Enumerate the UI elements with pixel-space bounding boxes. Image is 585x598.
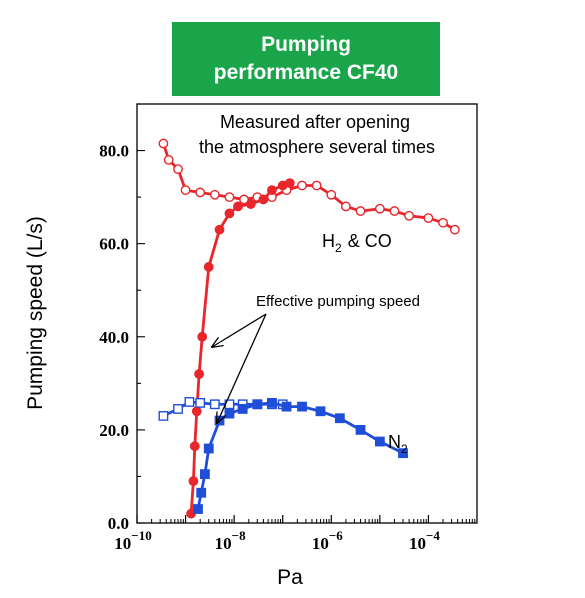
x-tick-exponent: −6 bbox=[329, 528, 343, 543]
data-point bbox=[311, 180, 322, 191]
plot-frame bbox=[136, 103, 478, 524]
title-banner: Pumping performance CF40 bbox=[172, 22, 440, 96]
x-tick-label: 10−6 bbox=[312, 528, 343, 553]
x-tick-label: 10−8 bbox=[215, 528, 246, 553]
x-tick-exponent: −10 bbox=[131, 528, 151, 543]
series-line bbox=[196, 401, 404, 510]
x-tick-exponent: −4 bbox=[426, 528, 440, 543]
n2-label-sub: 2 bbox=[401, 442, 408, 456]
data-point bbox=[252, 399, 263, 410]
data-point bbox=[224, 192, 235, 203]
data-point bbox=[196, 487, 207, 498]
data-point bbox=[199, 469, 210, 480]
data-point bbox=[297, 180, 307, 191]
data-point bbox=[334, 413, 345, 424]
h2co-label-h: H bbox=[322, 231, 335, 251]
x-tick-base: 10 bbox=[114, 534, 131, 553]
series-n2-square-filled bbox=[193, 397, 408, 514]
title-line-2: performance CF40 bbox=[213, 61, 399, 84]
y-tick-label: 60.0 bbox=[99, 235, 129, 254]
data-point bbox=[173, 164, 183, 175]
h2co-label-sub: 2 bbox=[335, 241, 342, 255]
data-point bbox=[195, 397, 206, 408]
y-tick-label: 40.0 bbox=[99, 328, 129, 347]
data-point bbox=[258, 194, 269, 205]
n2-label-n: N bbox=[388, 432, 401, 452]
x-tick-label: 10−4 bbox=[409, 528, 440, 553]
data-point bbox=[398, 448, 408, 459]
data-point bbox=[404, 210, 415, 221]
h2co-label-rest: & CO bbox=[348, 231, 392, 251]
y-axis-label: Pumping speed (L/s) bbox=[24, 216, 47, 410]
data-point bbox=[355, 206, 366, 216]
series-h2co-circle-open bbox=[158, 138, 460, 235]
data-point bbox=[374, 203, 385, 214]
data-point bbox=[184, 397, 195, 407]
data-point bbox=[355, 424, 366, 435]
y-tick-label: 20.0 bbox=[99, 421, 129, 440]
data-point bbox=[267, 185, 277, 196]
data-point bbox=[237, 404, 248, 414]
effective-speed-label: Effective pumping speed bbox=[256, 293, 420, 310]
data-point bbox=[209, 399, 220, 410]
x-tick-base: 10 bbox=[215, 534, 232, 553]
measured-note-line-1: Measured after opening bbox=[220, 112, 410, 132]
effective-arrow-lower bbox=[217, 313, 267, 423]
data-point bbox=[197, 331, 208, 342]
data-point bbox=[209, 189, 220, 200]
data-point bbox=[389, 206, 400, 216]
x-tick-exponent: −8 bbox=[232, 528, 246, 543]
n2-label: N2 bbox=[388, 432, 408, 456]
data-point bbox=[423, 213, 434, 223]
data-point bbox=[188, 476, 199, 486]
data-point bbox=[315, 406, 326, 417]
data-point bbox=[203, 443, 214, 454]
data-point bbox=[193, 504, 203, 514]
h2co-label: H2 & CO bbox=[322, 231, 392, 255]
y-tick-label: 80.0 bbox=[99, 142, 129, 161]
data-point bbox=[284, 178, 295, 189]
data-point bbox=[163, 154, 174, 165]
data-point bbox=[449, 224, 460, 235]
data-point bbox=[267, 397, 277, 408]
data-point bbox=[195, 187, 206, 198]
data-point bbox=[239, 194, 249, 205]
x-axis-label: Pa bbox=[277, 566, 303, 589]
data-point bbox=[203, 262, 214, 272]
series-line bbox=[162, 143, 456, 231]
data-point bbox=[245, 199, 256, 209]
data-point bbox=[158, 138, 169, 149]
data-point bbox=[326, 189, 337, 200]
data-point bbox=[194, 369, 205, 379]
data-point bbox=[158, 411, 169, 421]
data-point bbox=[374, 436, 385, 447]
data-point bbox=[438, 217, 448, 228]
data-point bbox=[173, 404, 183, 414]
data-point bbox=[191, 406, 202, 417]
data-point bbox=[224, 408, 235, 419]
data-point bbox=[189, 441, 200, 452]
x-tick-base: 10 bbox=[312, 534, 329, 553]
effective-arrow-upper bbox=[212, 313, 267, 347]
data-point bbox=[341, 201, 351, 212]
data-point bbox=[297, 401, 307, 412]
data-point bbox=[214, 224, 225, 235]
series-h2co-circle-filled bbox=[186, 178, 295, 519]
data-point bbox=[224, 208, 235, 219]
y-tick-label: 0.0 bbox=[108, 514, 129, 533]
title-line-1: Pumping bbox=[261, 33, 351, 56]
x-tick-label: 10−10 bbox=[114, 528, 151, 553]
x-tick-base: 10 bbox=[409, 534, 426, 553]
measured-note-line-2: the atmosphere several times bbox=[199, 137, 435, 157]
data-point bbox=[281, 401, 292, 412]
data-point bbox=[180, 185, 191, 196]
data-point bbox=[233, 201, 243, 212]
